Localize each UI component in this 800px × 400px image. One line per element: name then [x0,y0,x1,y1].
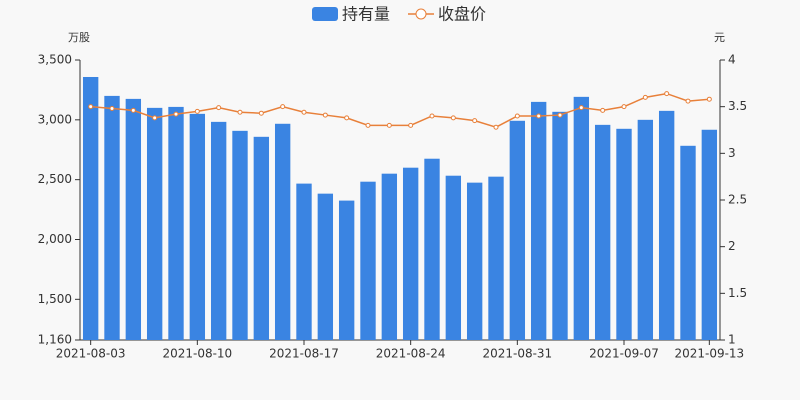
line-marker [258,110,264,116]
bar [509,120,526,341]
line-marker [450,115,456,121]
bar [338,200,355,340]
bar [658,110,675,340]
line-marker [173,111,179,117]
line-marker [621,104,627,110]
bar [146,107,163,340]
legend-label: 持有量 [342,5,390,24]
legend-swatch [415,8,427,20]
line-marker [301,109,307,115]
y-axis-label: 万股 [68,31,90,44]
x-tick-label: 2021-08-03 [56,347,126,361]
bar [82,76,99,340]
bar [232,130,248,340]
bar [360,181,376,340]
y-tick-label: 2,500 [38,172,72,186]
line-marker [664,91,670,97]
legend-label: 收盘价 [438,5,486,24]
bar [317,193,334,340]
line-marker [706,96,712,102]
y2-tick-label: 2.5 [728,193,747,207]
x-tick-label: 2021-08-31 [482,347,552,361]
y2-tick-label: 4 [728,53,736,67]
y-tick-label: 2,000 [38,232,72,246]
bar [573,96,590,340]
y2-tick-label: 1 [728,333,736,347]
bar [253,136,270,340]
price-line [90,92,710,129]
line-marker [642,94,648,100]
line-marker [216,105,222,111]
line-marker [386,122,392,128]
y2-axis-label: 元 [714,31,725,44]
y2-tick-label: 3 [728,146,736,160]
line-marker [322,112,328,118]
line-marker [429,113,435,119]
line-marker [557,112,563,118]
bar [637,119,654,340]
line-marker [280,104,286,110]
y-tick-label: 3,500 [38,53,72,67]
bar [530,101,547,340]
bar [701,129,718,340]
y2-tick-label: 1.5 [728,286,747,300]
line-marker [365,122,371,128]
y2-tick-label: 3.5 [728,99,747,113]
bar [104,95,120,341]
bar [488,176,504,340]
bar [616,128,632,340]
line-marker [88,104,94,110]
line-marker [194,108,200,114]
line-marker [600,107,606,113]
bar [125,98,142,340]
line-marker [685,98,691,104]
bar [274,123,291,341]
bar [381,173,398,340]
y-tick-label: 3,000 [38,112,72,126]
line-marker [493,124,499,130]
x-tick-label: 2021-08-24 [376,347,446,361]
line-marker [237,109,243,115]
bar [680,145,696,340]
y2-tick-label: 2 [728,239,736,253]
y-tick-label: 1,160 [38,333,72,347]
bar [296,183,312,340]
bar [168,106,184,341]
legend-swatch [312,7,338,21]
bar [424,158,440,340]
line-marker [130,107,136,113]
x-tick-label: 2021-08-17 [269,347,339,361]
line-marker [536,113,542,119]
bar [402,167,419,340]
x-tick-label: 2021-09-13 [674,347,744,361]
line-marker [344,115,350,121]
x-tick-label: 2021-08-10 [162,347,232,361]
line-marker [514,113,520,119]
bar [210,121,227,340]
line-marker [578,105,584,111]
line-marker [472,118,478,124]
bar [445,175,462,340]
line-marker [152,115,158,121]
bar [594,124,611,340]
bar [552,111,568,340]
bar [466,182,483,340]
y-tick-label: 1,500 [38,292,72,306]
line-marker [109,106,115,112]
x-tick-label: 2021-09-07 [589,347,659,361]
line-marker [408,122,414,128]
bar [189,113,206,340]
